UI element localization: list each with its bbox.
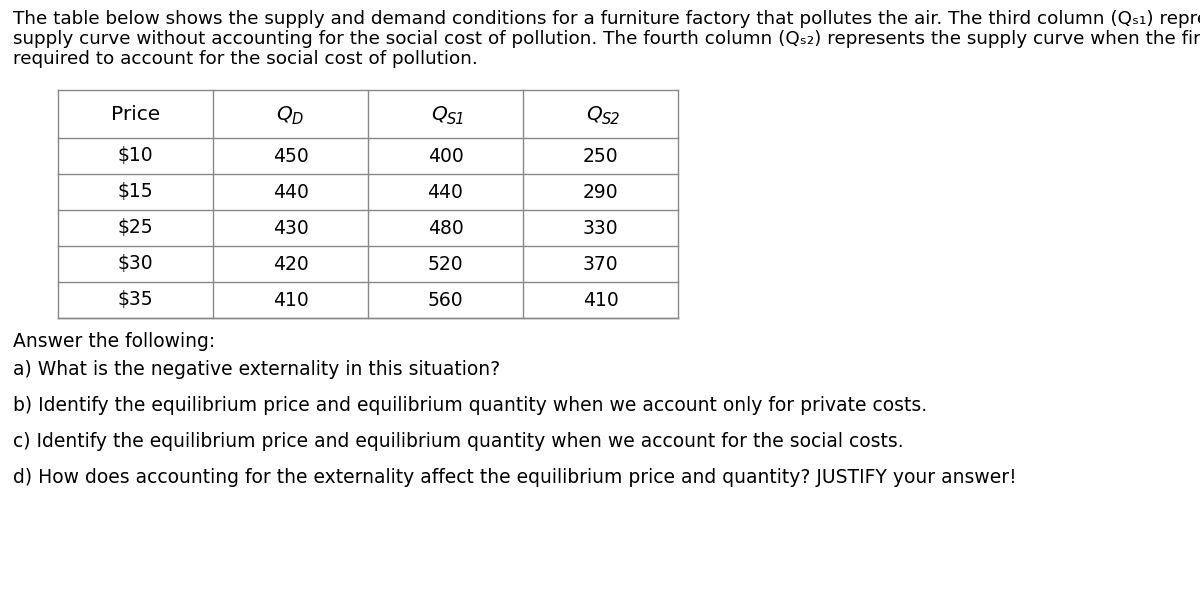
Text: 480: 480	[427, 219, 463, 237]
Text: 560: 560	[427, 290, 463, 309]
Text: b) Identify the equilibrium price and equilibrium quantity when we account only : b) Identify the equilibrium price and eq…	[13, 396, 928, 415]
Text: The table below shows the supply and demand conditions for a furniture factory t: The table below shows the supply and dem…	[13, 10, 1200, 28]
Text: 440: 440	[427, 183, 463, 201]
Text: 430: 430	[272, 219, 308, 237]
Text: required to account for the social cost of pollution.: required to account for the social cost …	[13, 50, 478, 68]
Text: $35: $35	[118, 290, 154, 309]
Text: 290: 290	[583, 183, 618, 201]
Text: 250: 250	[583, 147, 618, 166]
Text: $25: $25	[118, 219, 154, 237]
Text: Q: Q	[276, 104, 293, 124]
Text: 520: 520	[427, 254, 463, 273]
Text: S2: S2	[602, 112, 620, 127]
Text: d) How does accounting for the externality affect the equilibrium price and quan: d) How does accounting for the externali…	[13, 468, 1016, 487]
Text: supply curve without accounting for the social cost of pollution. The fourth col: supply curve without accounting for the …	[13, 30, 1200, 48]
Text: S1: S1	[448, 112, 466, 127]
Text: 410: 410	[583, 290, 618, 309]
Text: D: D	[292, 112, 304, 127]
Text: $15: $15	[118, 183, 154, 201]
Text: Answer the following:: Answer the following:	[13, 332, 215, 351]
Text: Q: Q	[432, 104, 448, 124]
Text: 330: 330	[583, 219, 618, 237]
Text: Q: Q	[587, 104, 602, 124]
Text: 400: 400	[427, 147, 463, 166]
Text: $10: $10	[118, 147, 154, 166]
Text: a) What is the negative externality in this situation?: a) What is the negative externality in t…	[13, 360, 500, 379]
Text: c) Identify the equilibrium price and equilibrium quantity when we account for t: c) Identify the equilibrium price and eq…	[13, 432, 904, 451]
Text: 410: 410	[272, 290, 308, 309]
Text: $30: $30	[118, 254, 154, 273]
Text: 440: 440	[272, 183, 308, 201]
Text: 370: 370	[583, 254, 618, 273]
Text: Price: Price	[110, 104, 160, 124]
Text: 420: 420	[272, 254, 308, 273]
Text: 450: 450	[272, 147, 308, 166]
